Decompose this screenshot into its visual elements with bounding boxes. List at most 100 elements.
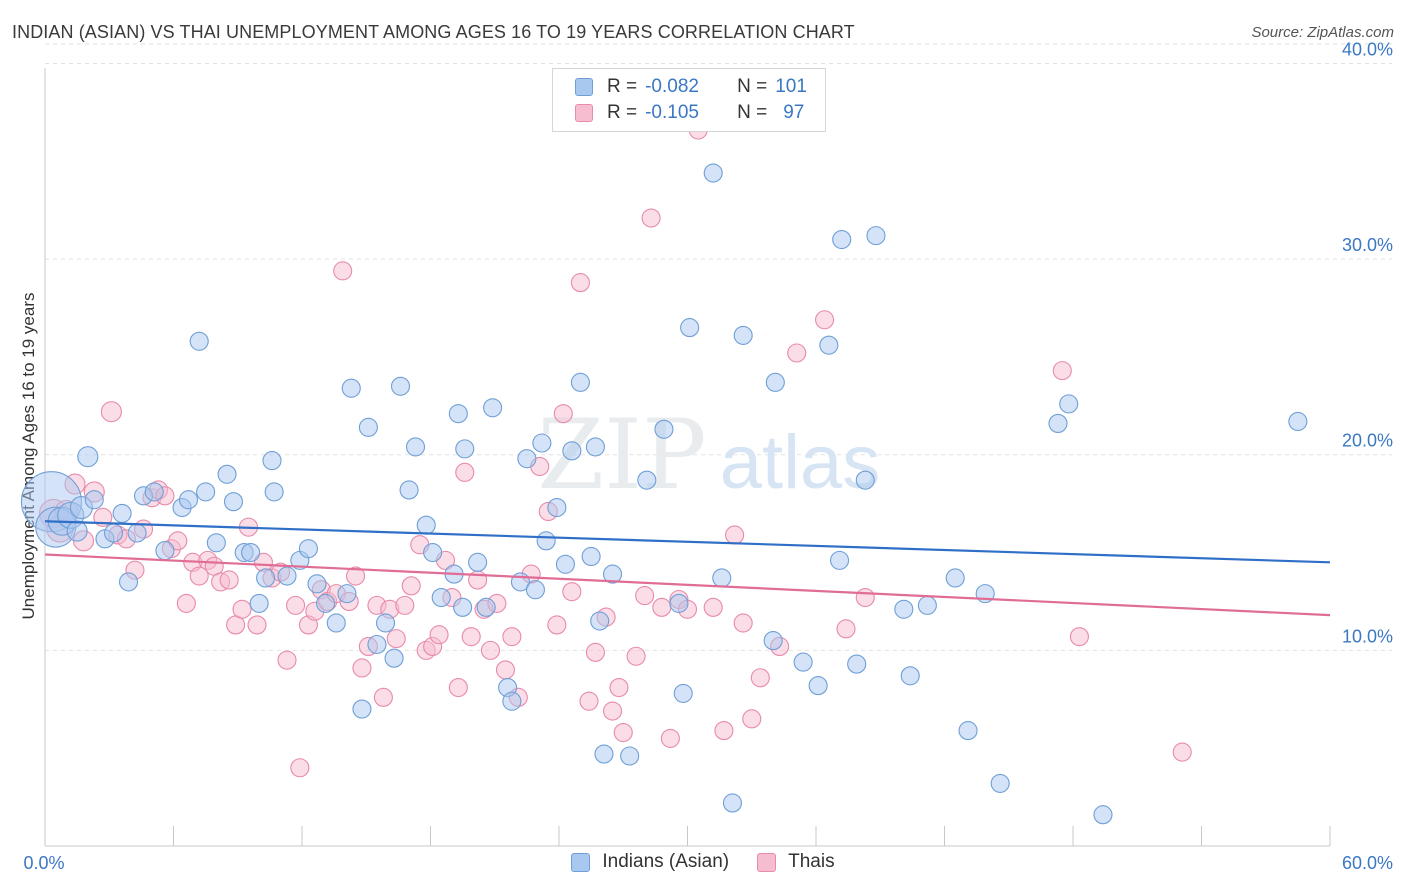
- indians-point: [155, 541, 175, 561]
- indians-point: [277, 566, 297, 586]
- thais-point: [277, 650, 297, 670]
- indians-point: [793, 652, 813, 672]
- thais-point: [502, 627, 522, 647]
- indians-point: [103, 523, 124, 543]
- indians-point: [453, 597, 473, 617]
- series-legend-thais: Thais: [757, 851, 835, 873]
- indians-point: [1059, 394, 1079, 414]
- indians-point: [765, 372, 785, 392]
- legend-r-value-thais: -0.105: [645, 102, 699, 123]
- indians-point: [358, 417, 378, 437]
- trend-lines: [44, 520, 1331, 617]
- indians-point: [673, 683, 693, 703]
- y-tick-labels: 10.0% 20.0% 30.0% 40.0%: [1342, 39, 1393, 646]
- thais-point: [290, 758, 310, 778]
- thais-point: [579, 691, 599, 711]
- indians-point: [1288, 411, 1308, 432]
- indians-point: [945, 568, 965, 588]
- legend-swatch-indians: [575, 78, 593, 96]
- indians-point: [763, 631, 783, 651]
- indians-point: [570, 372, 590, 392]
- indians-point: [241, 543, 261, 563]
- indians-point: [654, 419, 674, 439]
- chart-title: INDIAN (ASIAN) VS THAI UNEMPLOYMENT AMON…: [12, 22, 855, 42]
- y-tick-label: 10.0%: [1342, 626, 1393, 646]
- thais-point: [1172, 742, 1192, 762]
- legend-n-value-thais: 97: [783, 102, 805, 123]
- indians-point: [307, 574, 327, 594]
- stats-legend: R = -0.082 N = 101 R = -0.105 N = 97: [552, 68, 826, 132]
- thais-point: [480, 640, 501, 660]
- indians-point: [620, 746, 640, 766]
- indians-point: [118, 572, 139, 592]
- legend-row-thais: R = -0.105 N = 97: [575, 101, 804, 125]
- indians-point: [830, 550, 850, 570]
- thais-point: [635, 586, 655, 606]
- indians-point: [416, 515, 436, 535]
- indians-point: [990, 773, 1010, 793]
- thais-point: [733, 613, 753, 633]
- indians-point: [680, 318, 700, 338]
- indians-point: [217, 464, 237, 484]
- thais-point: [100, 401, 122, 423]
- thais-point: [660, 728, 680, 748]
- indians-point: [602, 564, 623, 584]
- thais-point: [815, 310, 835, 330]
- thais-point: [836, 619, 856, 639]
- thais-point: [373, 687, 393, 707]
- indians-point: [431, 587, 451, 608]
- indians-point: [594, 744, 614, 764]
- indians-point: [375, 613, 396, 633]
- indians-point: [341, 378, 361, 398]
- indians-point: [733, 325, 753, 345]
- x-tick-label-max: 60.0%: [1342, 853, 1393, 873]
- indians-point: [352, 699, 372, 719]
- indians-point: [448, 404, 468, 424]
- indians-point: [581, 546, 601, 567]
- indians-point: [590, 611, 610, 631]
- series-legend: Indians (Asian) Thais: [0, 851, 1406, 873]
- indians-point: [384, 648, 404, 668]
- thais-point: [725, 525, 745, 545]
- indians-point: [298, 539, 318, 559]
- indians-point: [900, 666, 920, 686]
- indians-point: [562, 441, 582, 461]
- legend-row-indians: R = -0.082 N = 101: [575, 75, 807, 99]
- indians-point: [808, 676, 828, 696]
- indians-point: [423, 543, 443, 563]
- indians-point: [316, 593, 336, 613]
- indians-point: [390, 376, 411, 396]
- indians-point: [77, 446, 99, 468]
- indians-point: [832, 229, 852, 250]
- indians-point: [894, 599, 914, 619]
- series-label-indians: Indians (Asian): [602, 851, 730, 872]
- indians-point: [264, 482, 284, 502]
- indians-point: [819, 335, 839, 355]
- thais-point: [286, 595, 306, 615]
- thais-point: [609, 677, 629, 698]
- thais-point: [1052, 361, 1072, 381]
- indians-point: [712, 568, 732, 588]
- thais-point: [352, 658, 372, 678]
- thais-point: [395, 595, 415, 615]
- indians-point: [189, 331, 209, 351]
- thais-point: [448, 677, 468, 698]
- thais-point: [652, 597, 672, 617]
- indians-point: [249, 593, 269, 613]
- indians-point: [532, 433, 552, 453]
- indians-point: [476, 597, 496, 617]
- y-tick-label: 40.0%: [1342, 39, 1393, 59]
- thais-point: [750, 668, 770, 688]
- y-tick-label: 30.0%: [1342, 235, 1393, 255]
- thais-point: [429, 625, 449, 645]
- series-label-thais: Thais: [788, 851, 835, 872]
- indians-point: [223, 492, 244, 512]
- indians-point: [326, 613, 346, 633]
- indians-point: [703, 163, 723, 183]
- indians-point: [1093, 805, 1113, 825]
- series-legend-indians: Indians (Asian): [571, 851, 729, 873]
- indians-point: [637, 470, 657, 490]
- series-swatch-thais: [757, 852, 777, 872]
- thais-point: [703, 597, 723, 617]
- thais-point: [626, 646, 646, 666]
